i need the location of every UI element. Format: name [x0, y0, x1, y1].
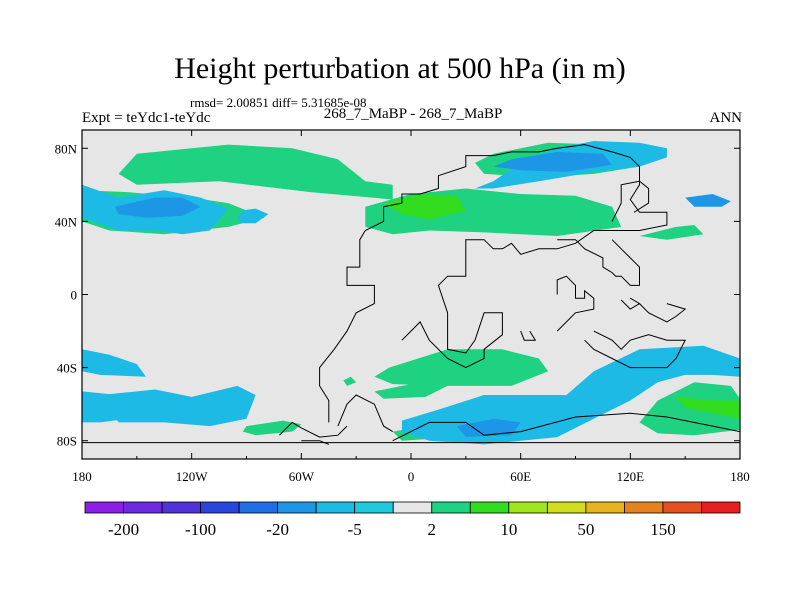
contour-region-14: [237, 208, 269, 224]
colorbar-box-7: [354, 501, 394, 514]
coastline-11: [639, 303, 687, 323]
contour-region-6: [374, 349, 549, 386]
contour-region-9: [343, 376, 357, 386]
contour-region-18: [100, 385, 256, 427]
coastline-10: [557, 239, 640, 286]
colorbar-box-8: [392, 501, 433, 514]
contour-region-22: [456, 418, 521, 438]
colorbar-label-3: -5: [348, 520, 362, 539]
coastline-4: [337, 394, 393, 433]
y-tick-label-4: 80S: [57, 434, 77, 449]
contour-region-4: [639, 225, 704, 240]
contour-region-25: [676, 396, 740, 419]
contour-region-19: [401, 345, 740, 445]
experiment-label: Expt = teYdc1-teYdc: [82, 110, 211, 126]
coastline-5: [319, 144, 668, 423]
coastline-3: [301, 440, 329, 445]
chart-title: Height perturbation at 500 hPa (in m): [174, 52, 626, 85]
contour-region-21: [493, 151, 613, 172]
coastlines: [82, 144, 740, 445]
contour-region-23: [685, 194, 731, 207]
colorbar-label-1: -100: [185, 520, 216, 539]
coastline-9: [611, 180, 650, 222]
colorbar-box-16: [701, 501, 741, 514]
colorbar: -200 -100 -20 -5 2 10 50 150: [84, 501, 741, 539]
y-tick-label-1: 40N: [55, 214, 78, 229]
colorbar-label-7: 150: [650, 520, 676, 539]
y-tick-label-0: 80N: [55, 141, 78, 156]
colorbar-box-6: [315, 501, 356, 514]
colorbar-box-12: [546, 501, 587, 514]
y-tick-label-3: 40S: [57, 361, 77, 376]
colorbar-box-2: [161, 501, 201, 514]
coastline-7: [584, 330, 687, 369]
contour-region-10: [242, 420, 302, 436]
period-label: ANN: [709, 110, 743, 126]
coastline-12: [620, 297, 641, 310]
stats-line: rmsd= 2.00851 diff= 5.31685e-08: [190, 95, 367, 110]
contour-region-20: [114, 197, 201, 218]
x-tick-label-4: 60E: [510, 469, 531, 484]
contour-region-0: [118, 144, 393, 200]
y-tick-label-2: 0: [71, 288, 78, 303]
colorbar-box-0: [84, 501, 124, 514]
colorbar-label-2: -20: [266, 520, 289, 539]
colorbar-label-0: -200: [108, 520, 139, 539]
colorbar-box-9: [431, 501, 471, 514]
colorbar-box-14: [624, 501, 664, 514]
x-tick-label-5: 120E: [617, 469, 645, 484]
contour-region-24: [383, 194, 466, 220]
x-tick-label-1: 120W: [176, 469, 209, 484]
coastline-2: [279, 421, 348, 438]
contour-region-15: [82, 349, 146, 377]
case-label: 268_7_MaBP - 268_7_MaBP: [323, 106, 503, 122]
x-tick-label-2: 60W: [289, 469, 315, 484]
x-tick-label-0: 180: [72, 469, 92, 484]
coastline-1: [392, 412, 740, 442]
colorbar-box-13: [585, 501, 625, 514]
coastline-6: [556, 275, 595, 332]
colorbar-box-10: [469, 501, 510, 514]
colorbar-box-1: [123, 501, 163, 514]
colorbar-label-5: 10: [500, 520, 517, 539]
contour-region-17: [82, 400, 92, 408]
colorbar-box-5: [277, 501, 317, 514]
x-tick-label-6: 180: [730, 469, 750, 484]
axes: 180 120W 60W 0 60E 120E 180 80N 40N 0 40S 80S: [55, 130, 750, 484]
contour-region-7: [374, 382, 448, 399]
colorbar-box-4: [238, 501, 279, 514]
coastline-8: [520, 330, 537, 341]
coastline-0: [82, 440, 740, 444]
colorbar-box-11: [508, 501, 548, 514]
colorbar-box-3: [200, 501, 240, 514]
colorbar-label-6: 50: [577, 520, 594, 539]
colorbar-label-4: 2: [428, 520, 437, 539]
x-tick-label-3: 0: [408, 469, 415, 484]
colorbar-box-15: [662, 501, 702, 514]
